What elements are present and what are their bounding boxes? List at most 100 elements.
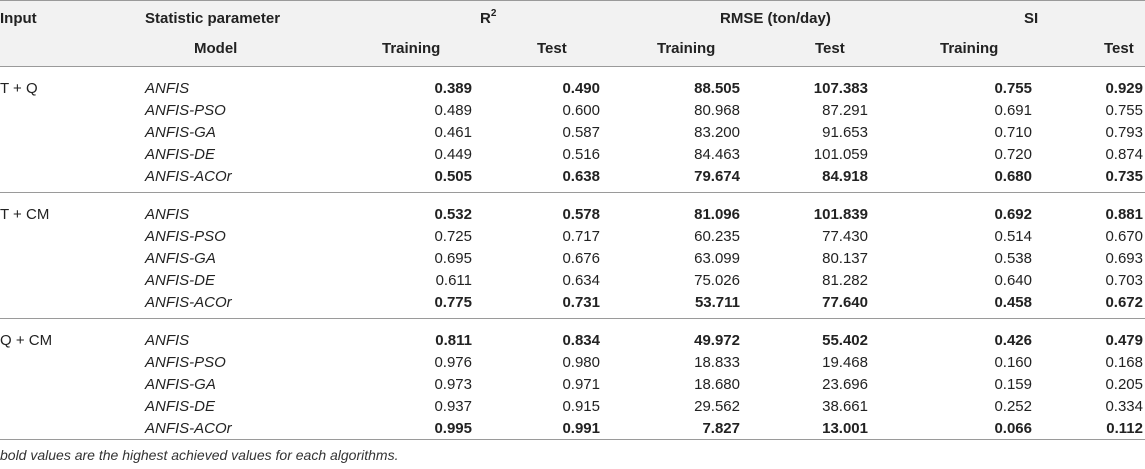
table-cell: 84.918 bbox=[822, 168, 868, 185]
header-input: Input bbox=[0, 10, 37, 27]
table-cell: 0.735 bbox=[1105, 168, 1143, 185]
table-cell: 18.833 bbox=[694, 354, 740, 371]
model-name: ANFIS bbox=[145, 332, 190, 349]
table-cell: 0.672 bbox=[1105, 294, 1143, 311]
section-divider bbox=[0, 192, 1145, 193]
table-cell: 0.915 bbox=[562, 398, 600, 415]
table-cell: 0.426 bbox=[994, 332, 1032, 349]
table-cell: 0.834 bbox=[562, 332, 600, 349]
section-divider bbox=[0, 318, 1145, 319]
table-cell: 0.937 bbox=[434, 398, 472, 415]
table-cell: 0.725 bbox=[434, 228, 472, 245]
section-input-label: T + Q bbox=[0, 80, 38, 97]
table-cell: 0.449 bbox=[434, 146, 472, 163]
table-cell: 0.881 bbox=[1105, 206, 1143, 223]
section-input-label: T + CM bbox=[0, 206, 50, 223]
table-cell: 80.137 bbox=[822, 250, 868, 267]
table-cell: 0.389 bbox=[434, 80, 472, 97]
table-cell: 0.538 bbox=[994, 250, 1032, 267]
table-footnote: bold values are the highest achieved val… bbox=[0, 447, 399, 463]
table-cell: 0.112 bbox=[1106, 420, 1143, 437]
header-rule-top bbox=[0, 0, 1145, 1]
table-cell: 75.026 bbox=[694, 272, 740, 289]
model-name: ANFIS-GA bbox=[145, 376, 216, 393]
table-cell: 0.611 bbox=[435, 272, 472, 289]
table-cell: 0.680 bbox=[994, 168, 1032, 185]
table-cell: 0.980 bbox=[562, 354, 600, 371]
table-cell: 79.674 bbox=[694, 168, 740, 185]
table-cell: 0.670 bbox=[1105, 228, 1143, 245]
table-cell: 0.205 bbox=[1105, 376, 1143, 393]
header-r2-sup: 2 bbox=[490, 8, 497, 19]
table-cell: 0.720 bbox=[994, 146, 1032, 163]
header-r2-test: Test bbox=[537, 40, 567, 57]
table-cell: 81.096 bbox=[694, 206, 740, 223]
model-name: ANFIS-GA bbox=[145, 124, 216, 141]
table-cell: 0.755 bbox=[994, 80, 1032, 97]
table-cell: 0.489 bbox=[434, 102, 472, 119]
table-cell: 0.995 bbox=[434, 420, 472, 437]
table-cell: 87.291 bbox=[822, 102, 868, 119]
table-cell: 7.827 bbox=[702, 420, 740, 437]
header-statistic-parameter: Statistic parameter bbox=[145, 10, 281, 27]
table-cell: 0.693 bbox=[1105, 250, 1143, 267]
model-name: ANFIS-DE bbox=[145, 146, 216, 163]
table-cell: 81.282 bbox=[822, 272, 868, 289]
table-cell: 0.874 bbox=[1105, 146, 1143, 163]
model-name: ANFIS-ACOr bbox=[145, 420, 232, 437]
table-cell: 0.458 bbox=[994, 294, 1032, 311]
table-cell: 38.661 bbox=[822, 398, 868, 415]
table-cell: 0.976 bbox=[434, 354, 472, 371]
header-si: SI bbox=[1024, 10, 1039, 27]
header-si-training: Training bbox=[940, 40, 999, 57]
table-cell: 77.430 bbox=[822, 228, 868, 245]
table-cell: 0.532 bbox=[434, 206, 472, 223]
header-r2-label: R bbox=[480, 10, 491, 27]
table-cell: 0.479 bbox=[1105, 332, 1143, 349]
table-cell: 0.159 bbox=[994, 376, 1032, 393]
model-name: ANFIS bbox=[145, 80, 190, 97]
header-rule-bottom bbox=[0, 66, 1145, 67]
table-cell: 88.505 bbox=[694, 80, 740, 97]
table-cell: 53.711 bbox=[694, 294, 740, 311]
table-cell: 0.717 bbox=[562, 228, 600, 245]
table-cell: 55.402 bbox=[822, 332, 868, 349]
table-cell: 84.463 bbox=[694, 146, 740, 163]
table-cell: 23.696 bbox=[822, 376, 868, 393]
table-cell: 80.968 bbox=[694, 102, 740, 119]
header-rmse: RMSE (ton/day) bbox=[720, 10, 831, 27]
table-cell: 0.793 bbox=[1105, 124, 1143, 141]
table-cell: 0.692 bbox=[994, 206, 1032, 223]
table-cell: 0.973 bbox=[434, 376, 472, 393]
table-cell: 0.755 bbox=[1105, 102, 1143, 119]
table-cell: 101.059 bbox=[813, 146, 868, 163]
table-cell: 0.929 bbox=[1105, 80, 1143, 97]
table-cell: 0.600 bbox=[562, 102, 600, 119]
table-cell: 0.971 bbox=[562, 376, 600, 393]
table-cell: 0.731 bbox=[562, 294, 600, 311]
table-cell: 0.578 bbox=[562, 206, 600, 223]
section-input-label: Q + CM bbox=[0, 332, 53, 349]
table-cell: 63.099 bbox=[694, 250, 740, 267]
table-cell: 0.703 bbox=[1105, 272, 1143, 289]
table-cell: 19.468 bbox=[822, 354, 868, 371]
table-cell: 77.640 bbox=[822, 294, 868, 311]
table-cell: 18.680 bbox=[694, 376, 740, 393]
model-name: ANFIS-PSO bbox=[145, 354, 226, 371]
table-cell: 13.001 bbox=[822, 420, 868, 437]
table-cell: 101.839 bbox=[813, 206, 868, 223]
table-cell: 0.160 bbox=[994, 354, 1032, 371]
table-cell: 0.587 bbox=[562, 124, 600, 141]
table-cell: 107.383 bbox=[813, 80, 868, 97]
table-cell: 0.676 bbox=[562, 250, 600, 267]
table-cell: 0.811 bbox=[435, 332, 472, 349]
table-cell: 0.710 bbox=[994, 124, 1032, 141]
table-cell: 0.514 bbox=[994, 228, 1032, 245]
model-name: ANFIS bbox=[145, 206, 190, 223]
table-cell: 0.516 bbox=[562, 146, 600, 163]
table-cell: 0.490 bbox=[562, 80, 600, 97]
table-cell: 0.252 bbox=[994, 398, 1032, 415]
header-rmse-test: Test bbox=[815, 40, 845, 57]
model-name: ANFIS-GA bbox=[145, 250, 216, 267]
table-cell: 0.991 bbox=[562, 420, 600, 437]
